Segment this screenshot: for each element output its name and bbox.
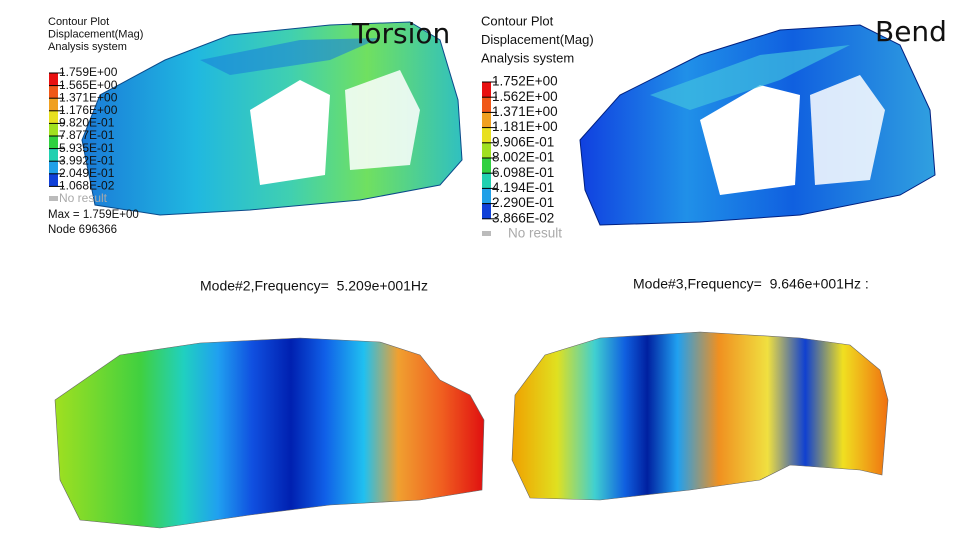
legend-header: Contour Plot [481,13,554,28]
legend-header: Contour Plot [48,16,109,28]
legend-swatch [49,73,58,86]
legend-label: 2.049E-01 [59,166,115,180]
legend-swatch [482,82,491,98]
legend-label: 9.820E-01 [59,116,115,130]
legend-label: 3.992E-01 [59,153,115,167]
mode-shape-2 [54,337,485,529]
legend-no-result: No result [508,226,562,241]
legend-label: 7.877E-01 [59,128,115,142]
legend-swatch [49,173,58,187]
legend-label: 8.002E-01 [492,150,554,165]
legend-label: 1.068E-02 [59,179,115,193]
legend-swatch [482,231,491,236]
legend-header: Analysis system [48,41,127,53]
legend-swatch [482,203,491,219]
legend-swatch [49,196,58,201]
legend-swatch [482,173,491,189]
car-model-torsion [81,21,463,216]
legend-swatch [482,158,491,174]
legend-label: 1.176E+00 [59,103,118,117]
legend-label: 1.181E+00 [492,119,558,134]
legend-header: Analysis system [481,50,574,65]
legend-swatch [482,188,491,204]
legend-header: Displacement(Mag) [481,32,594,47]
legend-header: Displacement(Mag) [48,28,143,40]
legend-swatch [482,127,491,143]
legend-label: 1.562E+00 [492,89,558,104]
legend-label: 4.194E-01 [492,180,554,195]
legend-swatch [49,136,58,149]
legend-swatch [49,98,58,111]
legend-footer: Node 696366 [48,224,117,236]
car-model-bend [579,24,936,226]
legend-swatch [49,110,58,124]
legend-swatch [49,123,58,136]
legend-label: 2.290E-01 [492,195,554,210]
panel-title: Torsion [351,17,450,50]
mode-shape-3 [511,331,889,501]
legend-label: 3.866E-02 [492,210,554,225]
legend-label: 1.752E+00 [492,74,558,89]
legend-label: 9.906E-01 [492,134,554,149]
mode-label: Mode#3,Frequency= 9.646e+001Hz : [633,276,869,292]
panel-title: Bend [875,15,947,48]
legend-label: 5.935E-01 [59,141,115,155]
legend-label: 1.371E+00 [492,104,558,119]
legend-no-result: No result [59,191,108,205]
legend-label: 6.098E-01 [492,165,554,180]
legend-swatch [49,148,58,162]
legend-swatch [482,142,491,158]
mode-label: Mode#2,Frequency= 5.209e+001Hz [200,278,428,294]
legend-label: 1.565E+00 [59,78,118,92]
legend-swatch [49,85,58,99]
legend-swatch [482,97,491,113]
legend-label: 1.371E+00 [59,90,118,104]
legend-swatch [49,161,58,174]
legend-label: 1.759E+00 [59,65,118,79]
legend-footer: Max = 1.759E+00 [48,209,139,221]
legend-swatch [482,112,491,128]
